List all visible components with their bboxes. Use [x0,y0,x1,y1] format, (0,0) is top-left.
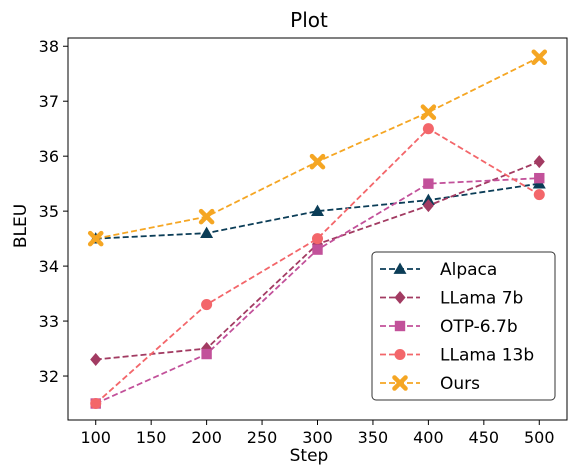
data-point [422,199,434,213]
legend-label: LLama 13b [440,346,534,366]
series-line [95,127,540,405]
x-tick-label: 300 [302,428,333,447]
x-axis: 100 150 200 250 300 350 400 450 500 [80,420,555,447]
legend-marker [392,375,408,391]
legend-item: Ours [380,374,480,394]
x-tick-label: 250 [247,428,278,447]
data-point [90,397,102,410]
legend-marker [394,291,406,304]
y-tick-label: 36 [39,147,59,166]
plot-area [87,49,548,410]
x-tick-label: 400 [413,428,444,447]
x-tick-label: 150 [136,428,167,447]
legend: Alpaca LLama 7b OTP-6.7b LLama 13b Ours [371,251,556,401]
data-point [198,208,215,225]
chart-title: Plot [290,8,328,32]
data-point [311,204,324,217]
legend-label: Alpaca [440,260,497,280]
series-ours [87,49,548,247]
data-point [312,244,323,255]
y-axis: 32 33 34 35 36 37 38 [39,37,68,386]
x-axis-label: Step [290,446,329,466]
legend-label: LLama 7b [440,289,523,309]
legend-item: LLama 13b [380,346,534,366]
legend-label: Ours [440,374,480,394]
x-tick-label: 350 [358,428,389,447]
data-point [201,348,212,360]
x-tick-label: 500 [524,428,555,447]
y-tick-label: 35 [39,202,59,221]
x-tick-label: 450 [469,428,500,447]
legend-label: OTP-6.7b [440,317,518,337]
y-tick-label: 32 [39,367,59,386]
y-tick-label: 34 [39,257,59,276]
data-point [200,226,214,238]
legend-item: OTP-6.7b [380,317,518,337]
y-tick-label: 38 [39,37,59,56]
legend-marker [394,348,406,361]
data-point [309,153,326,170]
data-point [422,123,434,135]
data-point [311,233,324,245]
x-tick-label: 100 [80,428,111,447]
x-tick-label: 200 [191,428,222,447]
data-point [533,189,545,201]
data-point [423,178,434,189]
data-point [87,230,104,247]
legend-box [371,251,556,401]
data-point [201,299,213,311]
data-point [531,49,548,66]
series-llama-13b [90,123,545,410]
data-point [534,172,545,184]
data-point [533,155,545,169]
legend-marker [393,262,407,274]
y-tick-label: 33 [39,312,59,331]
data-point [420,104,437,120]
y-tick-label: 37 [39,92,59,111]
data-point [90,353,102,367]
legend-marker [394,320,406,332]
series-line [95,182,540,240]
legend-item: LLama 7b [380,289,523,309]
y-axis-label: BLEU [11,204,31,248]
legend-item: Alpaca [380,260,497,280]
